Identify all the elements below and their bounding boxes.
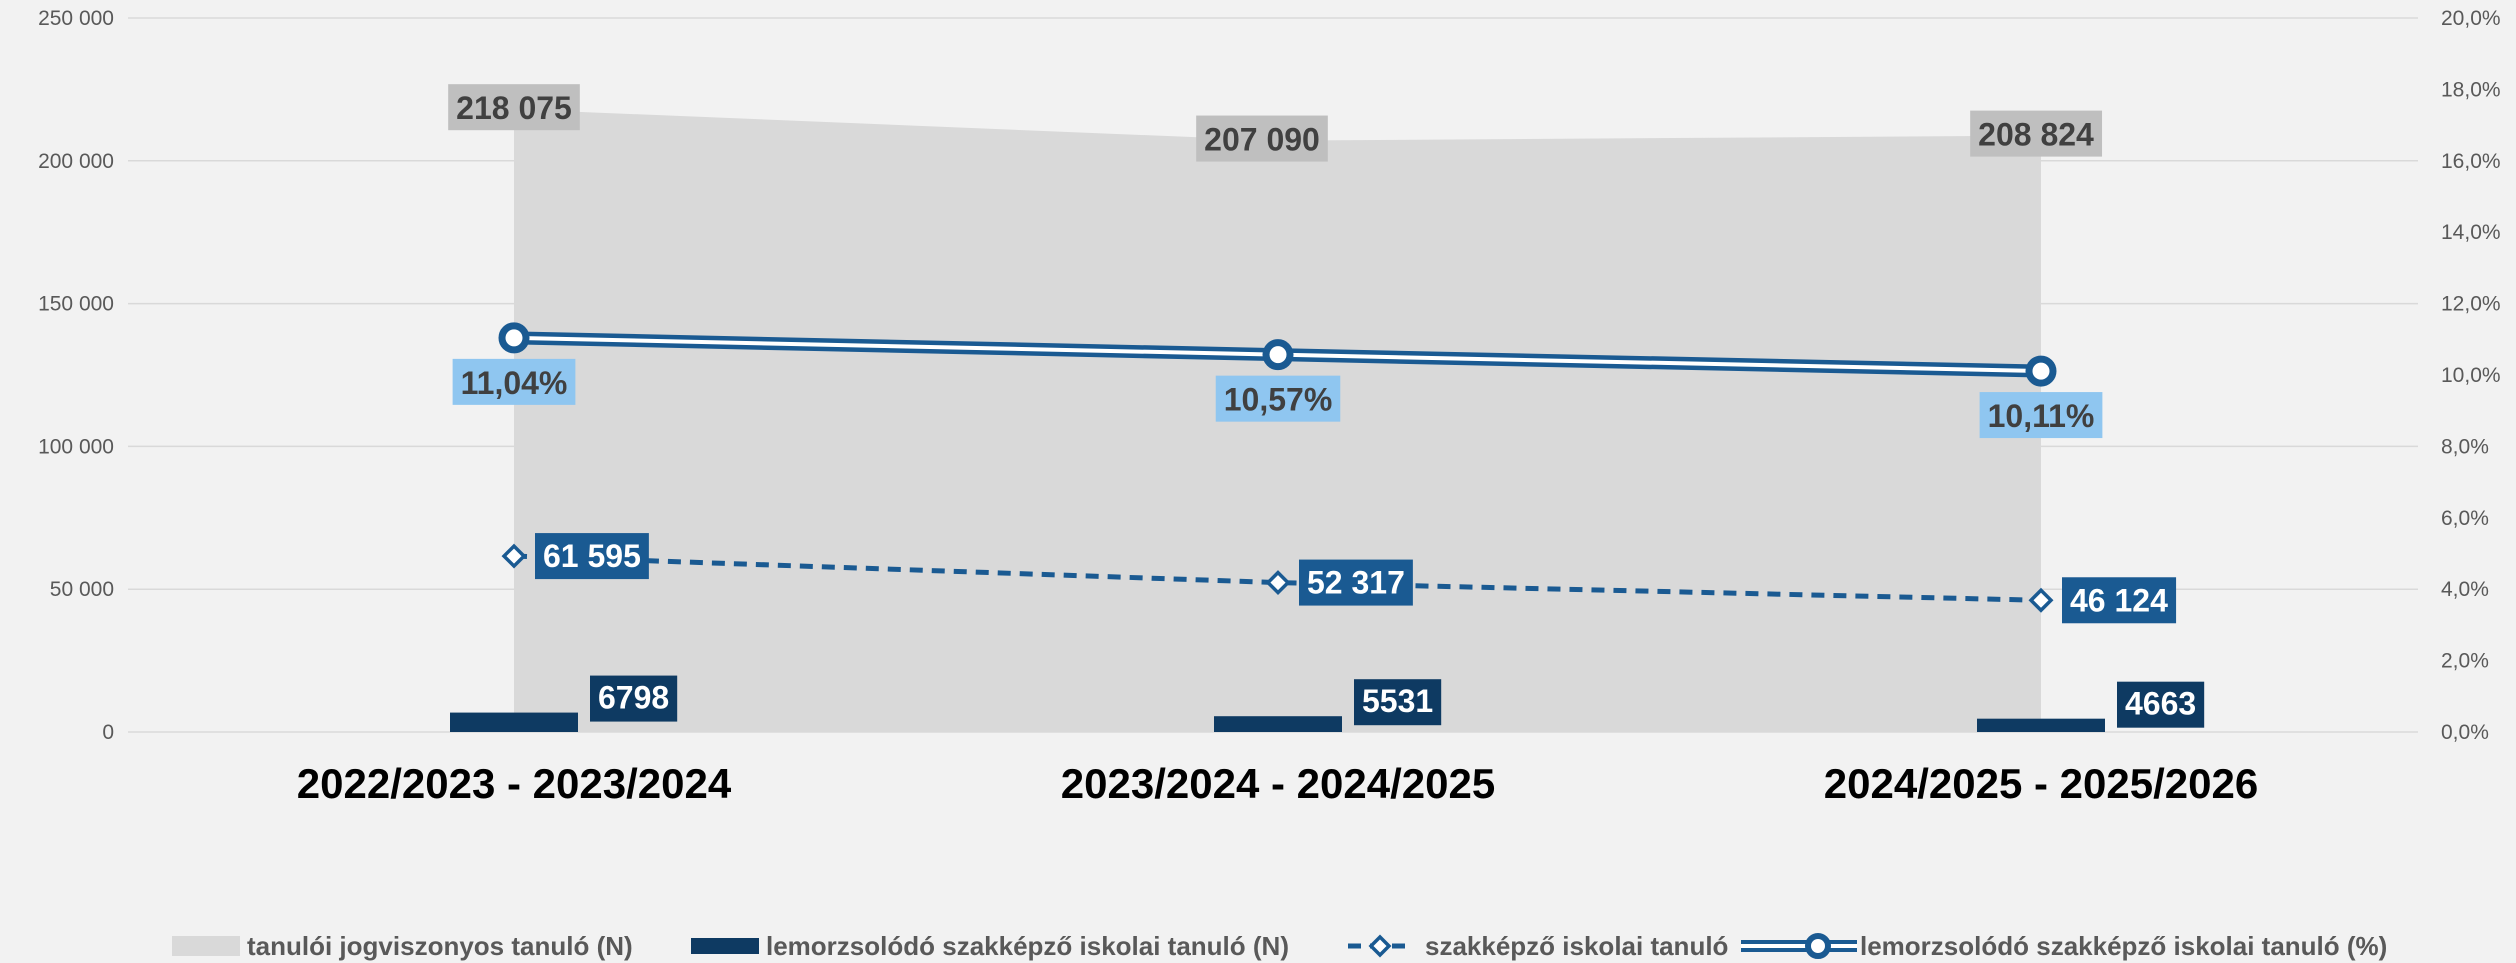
bar-data-label-background	[1354, 679, 1442, 726]
count-data-label: 61 595	[543, 538, 641, 574]
right-axis-tick-label: 8,0%	[2441, 435, 2489, 458]
dashed-line	[513, 553, 2042, 603]
data-labels: 218 075 207 090 208 824 6798 5531 4663 61 595 5…	[448, 84, 2205, 728]
bar-series	[450, 712, 2105, 732]
category-label: 2023/2024 - 2024/2025	[1061, 760, 1495, 807]
bar-data-label: 5531	[1362, 683, 1433, 719]
right-axis-tick-label: 6,0%	[2441, 507, 2489, 530]
circle-marker	[1262, 339, 1294, 371]
count-data-label-background	[535, 533, 649, 580]
area-data-label: 207 090	[1204, 122, 1320, 158]
legend-area-swatch	[172, 936, 240, 956]
legend-circle-marker	[1805, 933, 1831, 959]
diamond-marker	[501, 543, 527, 569]
left-axis-tick-label: 200 000	[38, 150, 114, 173]
count-data-label-background	[2062, 577, 2177, 624]
right-axis: 0,0% 2,0% 4,0% 6,0% 8,0% 10,0% 12,0% 14,0% 16,0%…	[2441, 7, 2501, 744]
bar	[1977, 718, 2105, 732]
area-data-label: 208 824	[1978, 117, 2094, 153]
percent-data-label-background	[1979, 392, 2103, 439]
legend-bar-swatch	[691, 938, 759, 954]
bar-data-label-background	[590, 675, 678, 722]
right-axis-tick-label: 4,0%	[2441, 578, 2489, 601]
left-axis: 0 50 000 100 000 150 000 200 000 250 000	[38, 7, 114, 744]
bar	[450, 712, 578, 732]
left-axis-tick-label: 150 000	[38, 293, 114, 316]
count-data-label: 52 317	[1307, 565, 1405, 601]
percent-data-label: 10,11%	[1988, 398, 2095, 434]
legend-label: tanulói jogviszonyos tanuló (N)	[247, 931, 633, 961]
legend-diamond-marker	[1368, 934, 1392, 958]
right-axis-tick-label: 18,0%	[2441, 78, 2501, 101]
left-axis-tick-label: 250 000	[38, 7, 114, 30]
circle-marker	[2025, 355, 2057, 387]
right-axis-tick-label: 20,0%	[2441, 7, 2501, 30]
left-axis-tick-label: 100 000	[38, 435, 114, 458]
category-label: 2024/2025 - 2025/2026	[1824, 760, 2258, 807]
right-axis-tick-label: 2,0%	[2441, 650, 2489, 673]
diamond-marker	[2028, 587, 2054, 613]
area-data-label-background	[448, 84, 580, 131]
count-data-label-background	[1299, 559, 1413, 606]
legend-label: szakképző iskolai tanuló	[1425, 931, 1728, 961]
legend-label: lemorzsolódó szakképző iskolai tanuló (%…	[1860, 931, 2387, 961]
area-data-label: 218 075	[456, 90, 572, 126]
right-axis-tick-label: 0,0%	[2441, 721, 2489, 744]
bar-data-label: 4663	[2125, 686, 2196, 722]
bar-data-label-background	[2117, 681, 2205, 728]
legend-label: lemorzsolódó szakképző iskolai tanuló (N…	[766, 931, 1289, 961]
right-axis-tick-label: 16,0%	[2441, 150, 2501, 173]
percent-data-label-background	[452, 358, 576, 405]
category-axis: 2022/2023 - 2023/2024 2023/2024 - 2024/20…	[297, 760, 2258, 807]
right-axis-tick-label: 12,0%	[2441, 293, 2501, 316]
right-axis-tick-label: 10,0%	[2441, 364, 2501, 387]
left-axis-tick-label: 50 000	[50, 578, 114, 601]
area-data-label-background	[1196, 115, 1328, 162]
count-data-label: 46 124	[2070, 582, 2168, 618]
bar	[1214, 716, 1342, 732]
right-axis-tick-label: 14,0%	[2441, 221, 2501, 244]
category-label: 2022/2023 - 2023/2024	[297, 760, 732, 807]
percent-data-label-background	[1215, 375, 1341, 422]
legend: tanulói jogviszonyos tanuló (N) lemorzsol…	[172, 931, 2387, 961]
bar-data-label: 6798	[598, 680, 669, 716]
left-axis-tick-label: 0	[102, 721, 114, 744]
diamond-marker	[1265, 570, 1291, 596]
percent-data-label: 11,04%	[461, 365, 568, 401]
area-data-label-background	[1970, 110, 2103, 157]
line-series	[498, 322, 2057, 613]
percent-data-label: 10,57%	[1224, 382, 1333, 418]
circle-marker	[498, 322, 530, 354]
